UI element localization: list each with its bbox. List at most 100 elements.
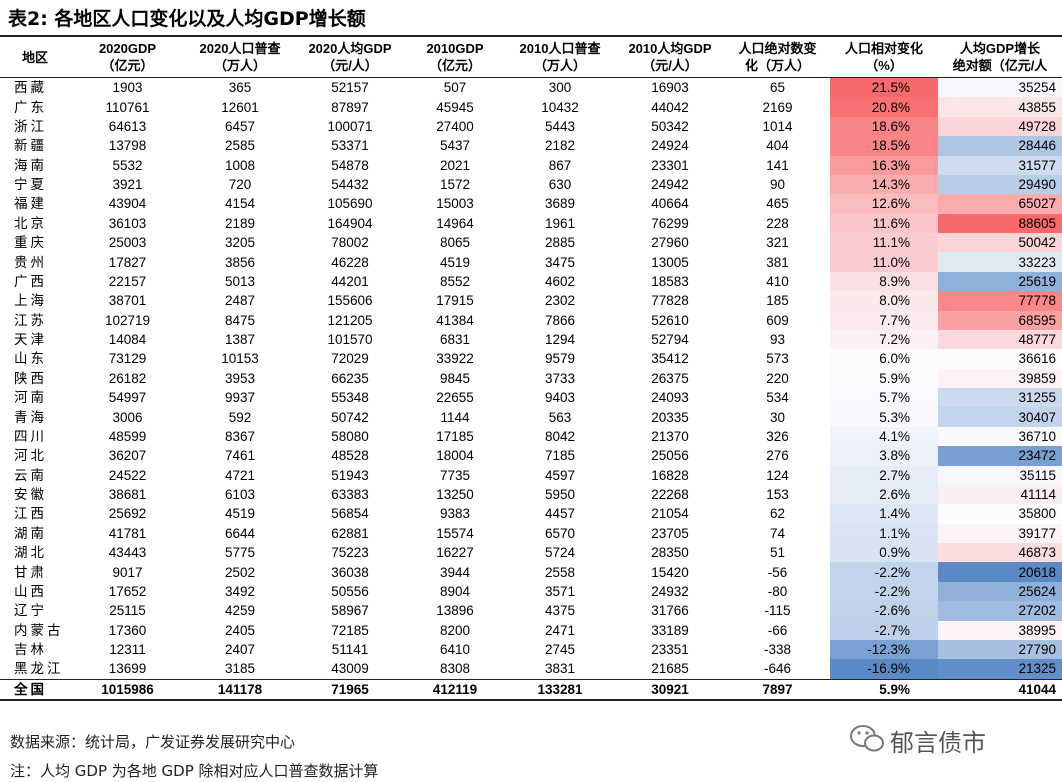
region-cell: 四川	[14, 428, 47, 444]
region-cell: 河北	[14, 448, 47, 464]
value-cell: 3921	[112, 177, 143, 193]
value-cell: 5.9%	[830, 678, 938, 701]
value-cell: -646	[763, 661, 792, 677]
region-cell: 吉林	[14, 642, 47, 658]
data-row: 广东 110761 12601 87897 45945 10432 44042 2169 20.…	[0, 97, 1062, 117]
value-cell: 720	[228, 177, 252, 193]
value-cell: 121205	[327, 312, 373, 328]
value-cell: 6410	[439, 642, 471, 658]
value-cell: 51943	[331, 467, 369, 483]
value-cell: 2502	[224, 564, 256, 580]
value-cell: 2.6%	[830, 484, 938, 505]
region-cell: 浙江	[14, 118, 47, 134]
region-cell: 重庆	[14, 235, 47, 251]
value-cell: 87897	[331, 99, 369, 115]
value-cell: 9937	[224, 390, 256, 406]
value-cell: 28446	[938, 136, 1062, 156]
value-cell: 65027	[938, 194, 1062, 214]
value-cell: 43904	[108, 196, 147, 212]
value-cell: 46873	[938, 543, 1062, 563]
value-cell: 77778	[938, 291, 1062, 311]
region-cell: 黑龙江	[14, 661, 64, 677]
value-cell: 7735	[439, 467, 471, 483]
value-cell: 52610	[651, 312, 689, 328]
value-cell: 8475	[224, 312, 256, 328]
region-cell: 内蒙古	[14, 622, 64, 638]
value-cell: 563	[548, 409, 572, 425]
value-cell: 592	[228, 409, 252, 425]
value-cell: 14964	[436, 215, 474, 231]
region-cell: 北京	[14, 215, 47, 231]
header-line: 2020GDP	[98, 41, 157, 56]
value-cell: 11.0%	[830, 252, 938, 272]
data-row: 广西 22157 5013 44201 8552 4602 18583 410 8.9% 2561…	[0, 271, 1062, 292]
value-cell: 185	[766, 293, 789, 309]
value-cell: 8367	[224, 428, 256, 444]
value-cell: 3.8%	[830, 446, 938, 466]
value-cell: 2182	[544, 138, 576, 154]
region-cell: 福建	[14, 196, 47, 212]
value-cell: 630	[548, 177, 572, 193]
column-header: 2020GDP （亿元）	[70, 35, 185, 78]
value-cell: 21325	[938, 659, 1062, 680]
value-cell: 609	[766, 312, 789, 328]
value-cell: 12.6%	[830, 194, 938, 214]
value-cell: 16828	[651, 467, 689, 483]
value-cell: 39177	[938, 523, 1062, 543]
region-cell: 安徽	[14, 487, 47, 503]
value-cell: 39859	[938, 368, 1062, 388]
data-row: 贵州 17827 3856 46228 4519 3475 13005 381 11.0% 332…	[0, 252, 1062, 272]
value-cell: 13005	[651, 254, 689, 270]
value-cell: 3831	[544, 661, 576, 677]
value-cell: 276	[766, 448, 789, 464]
value-cell: -115	[764, 603, 791, 619]
value-cell: 17360	[108, 622, 147, 638]
value-cell: 2021	[439, 157, 471, 173]
header-line: 地区	[21, 49, 48, 65]
value-cell: 38701	[108, 293, 147, 309]
value-cell: 220	[766, 370, 789, 386]
value-cell: 9845	[439, 370, 471, 386]
value-cell: 17827	[108, 254, 147, 270]
value-cell: 54997	[108, 390, 147, 406]
value-cell: 64613	[108, 118, 147, 134]
value-cell: 27790	[938, 639, 1062, 660]
value-cell: 8042	[544, 428, 576, 444]
header-line: 化（万人）	[744, 58, 810, 73]
value-cell: 2558	[544, 564, 576, 580]
data-row: 海南 5532 1008 54878 2021 867 23301 141 16.3% 31577	[0, 155, 1062, 175]
value-cell: 36038	[331, 564, 369, 580]
value-cell: 1961	[544, 215, 576, 231]
value-cell: 1903	[112, 80, 143, 96]
value-cell: 41384	[436, 312, 474, 328]
data-row: 重庆 25003 3205 78002 8065 2885 27960 321 11.1% 500…	[0, 233, 1062, 253]
region-cell: 西藏	[14, 80, 47, 96]
value-cell: 73129	[108, 351, 147, 367]
data-row: 新疆 13798 2585 53371 5437 2182 24924 404 18.5% 284…	[0, 136, 1062, 156]
value-cell: 20335	[651, 409, 689, 425]
data-row: 江苏 102719 8475 121205 41384 7866 52610 609 7.7% 6…	[0, 310, 1062, 330]
value-cell: 23351	[651, 642, 689, 658]
value-cell: 72029	[331, 351, 369, 367]
header-row: 地区 2020GDP （亿元） 2020人口普查 （万人） 2020人均GDP （元/人） 2…	[0, 35, 1062, 78]
column-header: 2020人均GDP （元/人）	[295, 35, 405, 78]
value-cell: 31577	[938, 155, 1062, 175]
value-cell: 7461	[224, 448, 256, 464]
value-cell: 326	[766, 428, 789, 444]
value-cell: 2745	[544, 642, 576, 658]
value-cell: 52157	[331, 80, 369, 96]
header-line: 2020人均GDP	[308, 41, 392, 56]
value-cell: 20.8%	[830, 97, 938, 117]
value-cell: 24932	[651, 583, 689, 599]
value-cell: 18.5%	[830, 136, 938, 156]
value-cell: 29490	[938, 174, 1062, 195]
value-cell: 1294	[544, 332, 576, 348]
data-row: 四川 48599 8367 58080 17185 8042 21370 326 4.1% 367…	[0, 426, 1062, 447]
value-cell: 10432	[541, 99, 579, 115]
value-cell: 44042	[651, 99, 689, 115]
value-cell: 93	[769, 332, 786, 348]
value-cell: 2189	[224, 215, 256, 231]
value-cell: -80	[767, 583, 788, 599]
value-cell: 63383	[331, 487, 369, 503]
data-row: 江西 25692 4519 56854 9383 4457 21054 62 1.4% 35800	[0, 504, 1062, 524]
